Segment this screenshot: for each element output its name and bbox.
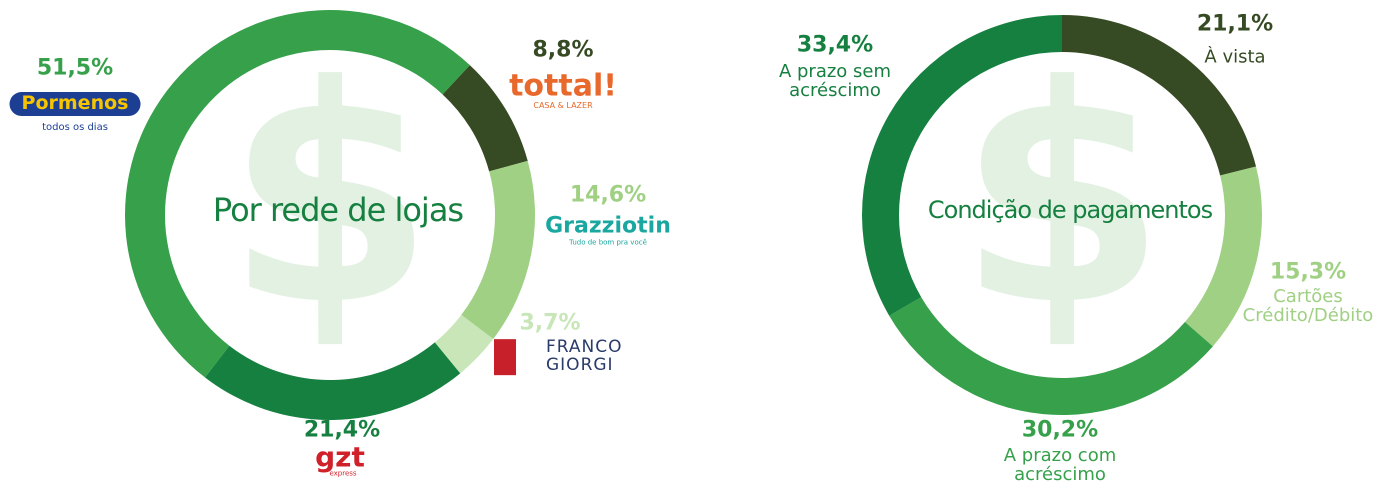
category-label: A prazo com acréscimo [1003, 445, 1117, 485]
watermark: $ [226, 22, 435, 371]
brand-logo: FRANCO GIORGI [494, 338, 622, 375]
donut-segment [889, 297, 1213, 415]
category-label: Cartões Crédito/Débito [1242, 286, 1374, 326]
value-label: 30,2% [1021, 417, 1099, 443]
value-label: 33,4% [796, 32, 874, 58]
value-label: 8,8% [532, 37, 594, 63]
category-label: À vista [1204, 46, 1266, 68]
brand-logo: Grazziotin [545, 213, 671, 239]
category-label: A prazo sem acréscimo [778, 61, 892, 101]
donut-segment [204, 342, 461, 420]
watermark: $ [958, 22, 1167, 371]
chart-title: Condição de pagamentos [927, 196, 1213, 224]
brand-tagline: express [329, 469, 357, 478]
value-label: 3,7% [519, 310, 581, 336]
brand-logo: tottal! [509, 68, 617, 104]
donut-segment [1184, 166, 1262, 347]
chart-title: Por rede de lojas [212, 191, 464, 229]
donut-segment [124, 9, 470, 378]
value-label: 14,6% [569, 182, 647, 208]
brand-logo: Pormenos [9, 92, 141, 116]
brand-tagline: CASA & LAZER [533, 100, 593, 110]
brand-tagline: Tudo de bom pra você [569, 238, 647, 247]
value-label: 51,5% [36, 55, 114, 81]
brand-logo: gzt [315, 440, 365, 474]
donut-segment [434, 314, 494, 374]
value-label: 21,4% [303, 417, 381, 443]
value-label: 21,1% [1196, 11, 1274, 37]
donut-segment [1062, 15, 1257, 176]
donut-segment [461, 160, 535, 340]
donut-segment [442, 65, 528, 172]
value-label: 15,3% [1269, 259, 1347, 285]
donut-segment [862, 15, 1062, 316]
brand-tagline: todos os dias [42, 121, 108, 133]
